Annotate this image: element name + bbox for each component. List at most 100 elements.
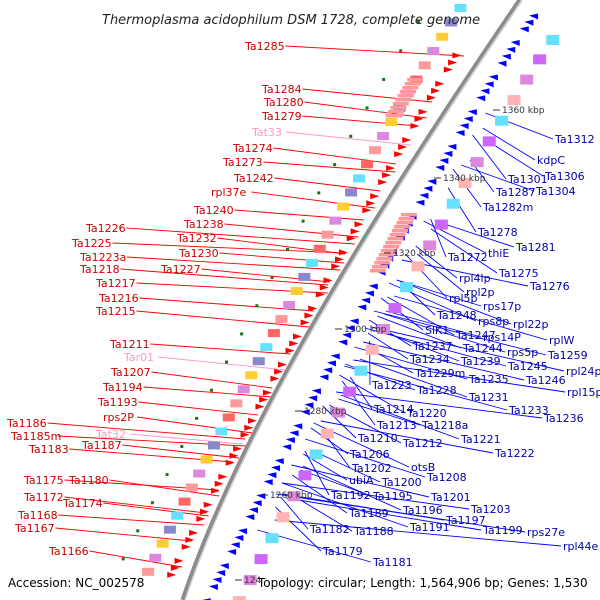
gene-block	[394, 225, 411, 229]
forward-gene-arrow	[304, 312, 314, 319]
composition-box	[365, 344, 379, 355]
forward-gene-arrow	[398, 144, 408, 151]
gene-block	[388, 110, 405, 114]
right-gene-label: Ta1312	[554, 133, 595, 146]
composition-box	[353, 174, 366, 183]
forward-gene-arrow	[402, 137, 412, 144]
reverse-gene-arrow	[459, 123, 469, 130]
left-leader-line	[109, 479, 220, 497]
reverse-gene-arrow	[252, 500, 262, 507]
left-leader-line	[157, 356, 287, 371]
forward-gene-arrow	[410, 122, 420, 129]
left-gene-label: Ta1172	[23, 491, 64, 504]
right-gene-label: Ta1301	[507, 173, 548, 186]
right-gene-label: rps5p	[507, 346, 538, 359]
composition-box	[178, 497, 191, 506]
forward-gene-arrow	[244, 424, 254, 431]
left-gene-label: Ta1166	[48, 545, 89, 558]
scale-dot	[150, 501, 154, 505]
gene-block	[400, 213, 417, 217]
forward-gene-arrow	[259, 396, 269, 403]
left-leader-line	[55, 527, 192, 542]
right-gene-label: Ta1246	[525, 374, 566, 387]
right-leader-line	[305, 438, 426, 478]
composition-box	[276, 512, 290, 523]
kbp-tick-label: 1360 kbp	[502, 106, 545, 116]
composition-box	[287, 491, 301, 502]
right-gene-label: rpl2p	[466, 286, 495, 299]
left-gene-label: Ta1285	[244, 40, 285, 53]
right-gene-label: Ta1214	[373, 403, 414, 416]
forward-gene-arrow	[185, 536, 195, 543]
left-gene-label: Ta1280	[263, 96, 304, 109]
right-gene-label: Ta1235	[468, 373, 509, 386]
left-leader-line	[263, 161, 396, 173]
right-leader-line	[302, 465, 402, 511]
left-gene-label: Ta1225	[71, 237, 112, 250]
left-leader-line	[274, 177, 381, 192]
composition-box	[230, 399, 243, 408]
gene-block	[404, 82, 421, 86]
right-gene-label: Ta1239	[460, 355, 501, 368]
reverse-gene-arrow	[216, 570, 226, 577]
right-gene-label: Ta1223	[371, 379, 412, 392]
right-leader-line	[310, 427, 349, 455]
left-gene-label: Ta1187	[81, 439, 122, 452]
left-gene-label: Ta1168	[17, 509, 58, 522]
gene-block	[390, 106, 407, 110]
scale-dot	[301, 219, 305, 223]
left-leader-line	[138, 401, 258, 416]
gene-block	[380, 249, 397, 253]
left-gene-label: Ta1211	[109, 338, 150, 351]
right-gene-label: Ta1272	[447, 251, 488, 264]
right-gene-label: Ta1181	[372, 556, 413, 569]
forward-gene-arrow	[167, 571, 177, 578]
left-gene-label: Ta1180	[68, 474, 109, 487]
kbp-tick-label: 1320 kbp	[393, 249, 436, 259]
reverse-gene-arrow	[326, 360, 336, 367]
left-gene-label: Ta1175	[23, 474, 64, 487]
right-gene-label: otsB	[411, 461, 435, 474]
reverse-gene-arrow	[427, 178, 437, 185]
scale-dot	[382, 77, 386, 81]
forward-gene-arrow	[203, 501, 213, 508]
right-leader-line	[281, 482, 470, 510]
right-gene-label: Ta1231	[468, 391, 509, 404]
forward-gene-arrow	[370, 193, 380, 200]
forward-gene-arrow	[196, 515, 206, 522]
right-leader-line	[339, 374, 406, 414]
gene-block	[385, 114, 402, 118]
right-leader-line	[435, 220, 515, 248]
right-gene-label: Ta1195	[372, 490, 413, 503]
left-leader-line	[251, 191, 375, 209]
composition-box	[306, 258, 319, 267]
reverse-gene-arrow	[519, 26, 529, 33]
left-leader-line	[120, 268, 329, 286]
composition-box	[546, 34, 560, 45]
right-gene-label: rpl5p	[449, 292, 478, 305]
right-leader-line	[393, 295, 548, 341]
right-leader-line	[367, 332, 409, 360]
feature-tracks	[142, 3, 560, 600]
reverse-gene-arrow	[300, 409, 310, 416]
reverse-gene-arrow	[435, 164, 445, 171]
genome-backbone	[180, 0, 523, 600]
composition-box	[377, 323, 391, 334]
right-leader-line	[377, 315, 462, 349]
gene-block	[369, 269, 386, 273]
reverse-gene-arrow	[467, 109, 477, 116]
gene-block	[383, 245, 400, 249]
left-leader-line	[129, 433, 243, 445]
composition-box	[265, 533, 279, 544]
left-leader-line	[217, 237, 346, 255]
reverse-gene-arrow	[319, 374, 329, 381]
composition-box	[399, 282, 413, 293]
reverse-gene-arrow	[361, 297, 371, 304]
right-gene-label: Ta1275	[498, 267, 539, 280]
reverse-gene-arrow	[271, 465, 281, 472]
right-gene-label: Ta1218a	[421, 419, 468, 432]
forward-gene-arrow	[435, 80, 445, 87]
composition-box	[267, 329, 280, 338]
right-gene-label: Ta1208	[426, 471, 467, 484]
